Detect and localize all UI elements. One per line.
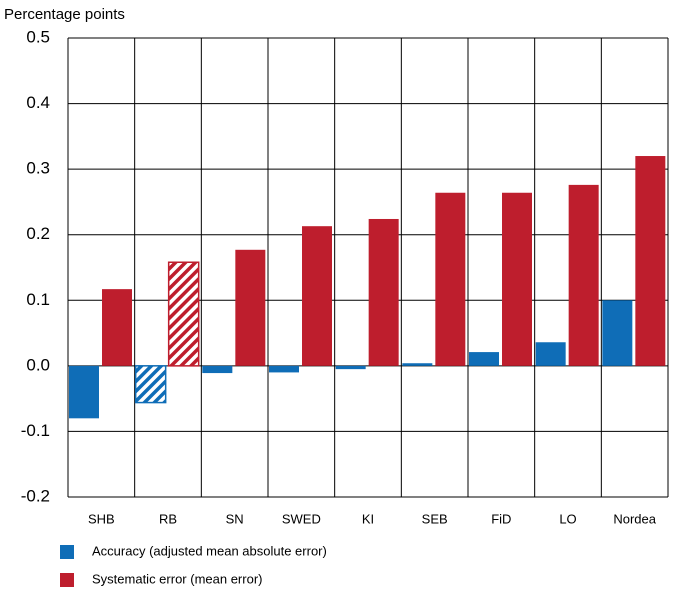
x-tick-label: KI	[362, 511, 374, 526]
bar	[368, 218, 399, 366]
legend-label: Accuracy (adjusted mean absolute error)	[92, 543, 327, 558]
y-tick-label: 0.4	[26, 93, 50, 112]
bar	[568, 184, 599, 366]
y-tick-label: 0.5	[26, 27, 50, 46]
x-tick-label: SN	[226, 511, 244, 526]
x-tick-label: RB	[159, 511, 177, 526]
bar	[269, 365, 299, 373]
bar	[302, 226, 332, 366]
bar	[167, 261, 200, 367]
bar	[202, 365, 233, 374]
x-tick-label: FiD	[491, 511, 511, 526]
y-tick-label: -0.2	[21, 486, 50, 505]
legend-label: Systematic error (mean error)	[92, 571, 262, 586]
bar	[102, 289, 132, 366]
bar	[402, 363, 433, 366]
x-tick-label: SWED	[282, 511, 321, 526]
y-axis-title: Percentage points	[4, 6, 125, 23]
bar	[635, 156, 666, 366]
x-tick-label: LO	[559, 511, 576, 526]
bar	[602, 300, 633, 366]
legend-swatch	[60, 545, 74, 559]
y-tick-label: 0.1	[26, 290, 50, 309]
x-tick-label: Nordea	[613, 511, 656, 526]
bar	[502, 192, 532, 366]
bar	[69, 365, 99, 419]
bar	[134, 365, 167, 404]
y-tick-label: 0.3	[26, 159, 50, 178]
x-tick-label: SEB	[422, 511, 448, 526]
bar	[469, 352, 499, 366]
y-tick-label: 0.0	[26, 355, 50, 374]
y-tick-label: 0.2	[26, 224, 50, 243]
bar	[535, 342, 566, 366]
x-tick-label: SHB	[88, 511, 115, 526]
bar	[235, 249, 266, 366]
bar	[335, 365, 366, 370]
legend-swatch	[60, 573, 74, 587]
y-tick-label: -0.1	[21, 421, 50, 440]
bar	[435, 192, 466, 366]
